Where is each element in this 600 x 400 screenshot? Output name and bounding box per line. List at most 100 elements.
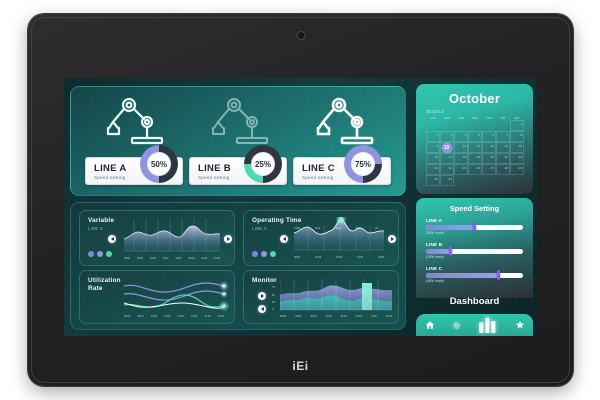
x-tick: 08:00 — [124, 257, 130, 260]
gauge-center: 25% — [251, 152, 275, 176]
prev-button[interactable] — [108, 235, 116, 243]
calendar-week: 2 3 4 5 6 7 8 — [426, 131, 524, 142]
gauge-line-c: 75% — [344, 145, 382, 183]
line-label: LINE A — [94, 163, 127, 174]
calendar-card[interactable]: October 2022/10 SUN MON TUE WED THU FRI … — [416, 84, 533, 194]
calendar-cell[interactable]: 27 — [482, 164, 496, 175]
calendar-cell-empty — [510, 175, 524, 186]
calendar-day-number: 27 — [490, 165, 494, 170]
x-axis-ticks: 08:00 10:00 01:00 11:00 03:00 — [294, 256, 384, 259]
slider-fill — [426, 272, 499, 278]
slider-row-line-a[interactable]: LINE A (3000 mm/s) — [426, 218, 523, 235]
calendar-cell[interactable]: 17 — [440, 153, 454, 164]
slider-row-line-b[interactable]: LINE B (1500 mm/s) — [426, 242, 523, 259]
calendar-cell[interactable]: 2 — [426, 131, 440, 142]
panel-utilization-rate[interactable]: Utilization Rate — [79, 270, 235, 324]
next-button[interactable] — [224, 235, 232, 243]
calendar-cell[interactable]: 5 — [468, 131, 482, 142]
line-card-b[interactable]: LINE B Speed Setting 25% — [189, 145, 287, 185]
calendar-cell[interactable]: 6 — [482, 131, 496, 142]
next-button[interactable] — [258, 292, 266, 300]
calendar-cell[interactable]: 9 — [426, 142, 440, 153]
line-card-c[interactable]: LINE C Speed Setting 75% — [293, 145, 391, 185]
slider-label: LINE C — [426, 266, 443, 271]
x-tick: 08:00 — [124, 315, 130, 318]
calendar-cell[interactable]: 19 — [468, 153, 482, 164]
slider-row-line-c[interactable]: LINE C (4500 mm/s) — [426, 266, 523, 283]
panel-monitor[interactable]: Monitor — [243, 270, 399, 324]
bottom-tab-bar[interactable] — [416, 314, 533, 336]
x-tick: 14:00 — [201, 257, 208, 260]
calendar-cell[interactable]: 22 — [510, 153, 524, 164]
slider-track[interactable] — [426, 222, 523, 232]
tab-home[interactable] — [425, 320, 435, 330]
calendar-cell[interactable]: 4 — [454, 131, 468, 142]
slider-knob[interactable] — [497, 270, 501, 280]
x-tick: 12:00 — [175, 257, 182, 260]
calendar-day-number: 6 — [492, 132, 494, 137]
calendar-day-number: 5 — [478, 132, 480, 137]
calendar-cell[interactable]: 13 — [482, 142, 496, 153]
slider-fill — [426, 248, 451, 254]
slider-track[interactable] — [426, 246, 523, 256]
slider-track[interactable] — [426, 270, 523, 280]
x-tick: 08:00 — [294, 256, 300, 259]
panel-operating-time[interactable]: Operating Time LINE A — [243, 210, 399, 266]
calendar-weeks: 1 2 3 4 5 6 7 8 9 10 11 12 13 14 15 16 17 18 19 20 21 22 23 24 2… — [426, 120, 524, 186]
calendar-cell[interactable]: 24 — [440, 164, 454, 175]
next-button[interactable] — [388, 235, 396, 243]
tab-charts[interactable] — [478, 317, 498, 333]
calendar-grid[interactable]: SUN MON TUE WED THU FRI SAT 1 2 3 4 5 6 7 8 9 10 1… — [426, 116, 524, 186]
calendar-cell[interactable]: 12 — [468, 142, 482, 153]
calendar-cell[interactable]: 29 — [510, 164, 524, 175]
calendar-cell-today[interactable]: 10 — [440, 142, 454, 153]
calendar-cell-empty — [496, 120, 510, 131]
calendar-cell[interactable]: 11 — [454, 142, 468, 153]
calendar-cell[interactable]: 23 — [426, 164, 440, 175]
x-axis-ticks: 08:00 09:00 10:00 11:00 12:00 13:00 14:0… — [124, 315, 224, 318]
calendar-day-number: 18 — [462, 154, 466, 159]
calendar-cell[interactable]: 20 — [482, 153, 496, 164]
x-tick: 11:00 — [164, 315, 171, 318]
calendar-day-number: 3 — [450, 132, 452, 137]
calendar-cell[interactable]: 14 — [496, 142, 510, 153]
calendar-day-number: 22 — [518, 154, 522, 159]
calendar-cell[interactable]: 18 — [454, 153, 468, 164]
camera-dot-icon — [297, 32, 304, 39]
prev-button[interactable] — [280, 235, 288, 243]
calendar-cell[interactable]: 3 — [440, 131, 454, 142]
line-card-a[interactable]: LINE A Speed Setting 50% — [85, 145, 183, 185]
calendar-day-number: 16 — [434, 154, 438, 159]
x-tick: 09:00 — [137, 315, 144, 318]
panel-variable[interactable]: Variable LINE C — [79, 210, 235, 266]
calendar-cell[interactable]: 21 — [496, 153, 510, 164]
prev-button[interactable] — [258, 305, 266, 313]
calendar-cell[interactable]: 16 — [426, 153, 440, 164]
slider-knob[interactable] — [473, 222, 476, 232]
x-tick: 10:00 — [150, 315, 157, 318]
calendar-day-number: 13 — [490, 143, 494, 148]
calendar-cell[interactable]: 26 — [468, 164, 482, 175]
tab-settings[interactable] — [452, 321, 461, 330]
calendar-day-number: 14 — [504, 143, 508, 148]
calendar-cell[interactable]: 15 — [510, 142, 524, 153]
calendar-cell[interactable]: 1 — [510, 120, 524, 131]
calendar-cell[interactable]: 25 — [454, 164, 468, 175]
calendar-date-code: 2022/10 — [426, 109, 444, 114]
calendar-day-number: 30 — [434, 176, 438, 181]
calendar-day-number: 15 — [518, 143, 522, 148]
tab-favorites[interactable] — [515, 320, 525, 330]
gauge-center: 50% — [147, 152, 171, 176]
calendar-cell[interactable]: 31 — [440, 175, 454, 186]
slider-knob[interactable] — [448, 246, 452, 256]
star-icon — [515, 320, 525, 330]
calendar-cell[interactable]: 30 — [426, 175, 440, 186]
bar-chart-icon — [478, 317, 498, 333]
touchscreen-display[interactable]: LINE A Speed Setting 50% LINE B — [64, 78, 537, 336]
calendar-cell[interactable]: 7 — [496, 131, 510, 142]
gauge-line-a: 50% — [140, 145, 178, 183]
calendar-cell[interactable]: 8 — [510, 131, 524, 142]
calendar-cell[interactable]: 28 — [496, 164, 510, 175]
speed-setting-card: Speed Setting LINE A (3000 mm/s) LINE B — [416, 198, 533, 298]
calendar-cell-empty — [482, 120, 496, 131]
